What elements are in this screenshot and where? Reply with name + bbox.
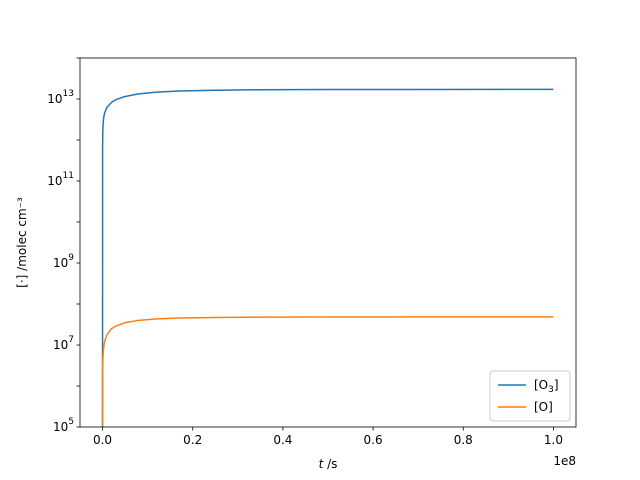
x-tick-label: 0.8 xyxy=(454,433,473,447)
legend-label: [O3] xyxy=(534,378,559,395)
y-tick-label: 109 xyxy=(53,253,74,270)
x-tick-label: 0.0 xyxy=(93,433,112,447)
axes-frame xyxy=(79,57,577,428)
x-tick-label: 0.4 xyxy=(273,433,292,447)
x-tick-label: 0.6 xyxy=(364,433,383,447)
legend-box xyxy=(489,370,571,422)
y-tick-label: 105 xyxy=(53,417,74,434)
y-tick-label: 107 xyxy=(53,335,74,352)
x-tick-label: 0.2 xyxy=(183,433,202,447)
x-axis-label: t /s xyxy=(319,457,338,471)
axes-layer: 0.0 0.2 0.4 0.6 0.8 1.0 1e8 105 107 109 1011 1013 t … xyxy=(15,57,577,471)
series-line-1 xyxy=(101,316,554,427)
legend-label: [O] xyxy=(534,400,553,414)
series-line-0 xyxy=(101,88,554,427)
y-tick-label: 1013 xyxy=(47,89,74,106)
y-axis-label: [·] /molec cm⁻³ xyxy=(15,197,29,288)
y-tick-label: 1011 xyxy=(47,171,74,188)
x-tick-label: 1.0 xyxy=(544,433,563,447)
legend: [O3] [O] xyxy=(489,370,571,422)
x-offset-label: 1e8 xyxy=(553,454,576,468)
series-layer xyxy=(101,88,554,427)
